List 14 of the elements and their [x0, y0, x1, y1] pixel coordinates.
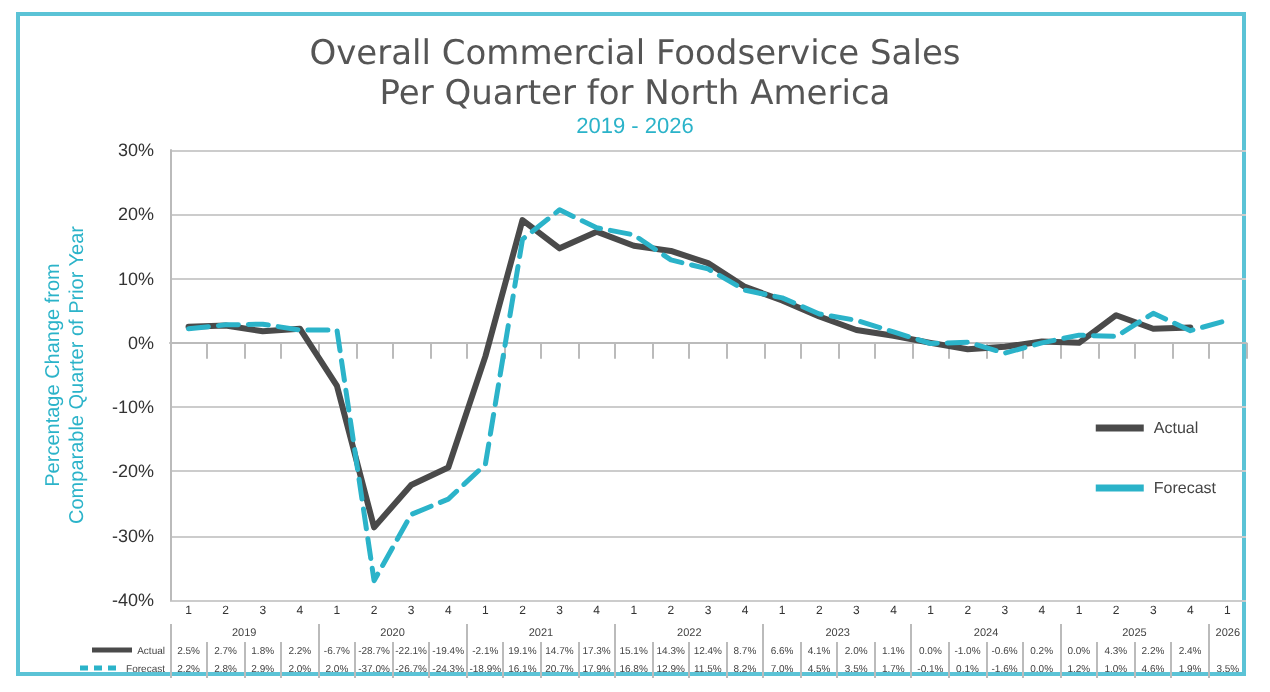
legend-label: Forecast	[1153, 479, 1218, 497]
y-tick-label: 20%	[117, 204, 154, 225]
chart-title: Overall Commercial Foodservice Sales Per Quarter for North America	[309, 34, 961, 114]
y-tick-label: -30%	[111, 525, 154, 546]
y-tick-label: -20%	[111, 461, 154, 482]
chart-subtitle: 2019 - 2026	[576, 115, 694, 139]
y-tick-label: -40%	[111, 590, 154, 610]
y-tick-label: 30%	[117, 140, 154, 160]
legend-label: Actual	[1153, 419, 1199, 437]
y-axis-title: Percentage Change from Comparable Quarter of Prior Year	[43, 224, 90, 524]
y-tick-label: 10%	[117, 268, 154, 289]
line-series	[186, 207, 1230, 584]
y-tick-label: 0%	[127, 332, 154, 353]
y-tick-label: -10%	[111, 397, 154, 418]
